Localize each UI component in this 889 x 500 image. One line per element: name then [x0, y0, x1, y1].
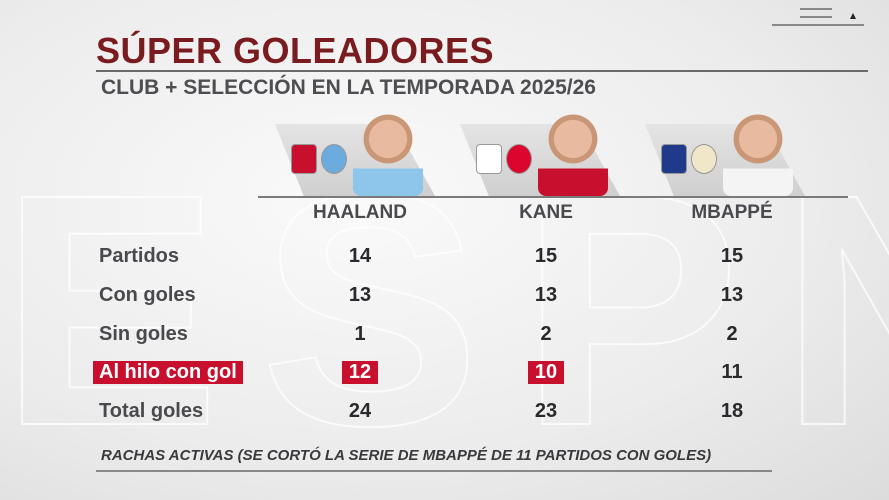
decor-line [800, 8, 832, 10]
stat-value: 2 [726, 323, 738, 345]
player-name: KANE [519, 202, 573, 223]
page-title: SÚPER GOLEADORES [96, 30, 495, 71]
page-subtitle: CLUB + SELECCIÓN EN LA TEMPORADA 2025/26 [101, 76, 596, 99]
stat-value: 14 [348, 245, 372, 267]
stat-value: 2 [540, 323, 552, 345]
stat-value: 13 [720, 284, 744, 306]
stat-value: 13 [534, 284, 558, 306]
footnote: RACHAS ACTIVAS (SE CORTÓ LA SERIE DE MBA… [101, 447, 712, 464]
player-card [460, 104, 630, 196]
row-label: Con goles [99, 284, 196, 306]
stat-value: 12 [342, 361, 378, 384]
stat-value: 11 [721, 361, 743, 383]
player-name: MBAPPÉ [691, 202, 773, 223]
stat-value: 23 [534, 400, 558, 422]
player-photo [353, 104, 423, 196]
real-madrid-crest-icon [691, 144, 717, 174]
stat-value: 13 [348, 284, 372, 306]
stat-value: 1 [354, 323, 366, 345]
manchester-city-crest-icon [321, 144, 347, 174]
england-crest-icon [476, 144, 502, 174]
stat-value: 15 [534, 245, 558, 267]
bayern-munich-crest-icon [506, 144, 532, 174]
decor-line [800, 16, 832, 18]
player-card [275, 104, 445, 196]
player-card [645, 104, 815, 196]
decor-line [772, 24, 864, 26]
triangle-icon [850, 13, 856, 19]
divider [96, 70, 868, 72]
divider [96, 470, 772, 472]
player-photo [723, 104, 793, 196]
stat-value: 24 [348, 400, 372, 422]
stat-value: 10 [528, 361, 564, 384]
row-label: Partidos [99, 245, 180, 267]
row-label: Al hilo con gol [93, 361, 243, 384]
player-name: HAALAND [313, 202, 407, 223]
row-label: Sin goles [99, 323, 188, 345]
divider [258, 196, 848, 198]
stat-value: 15 [720, 245, 744, 267]
player-photo [538, 104, 608, 196]
stat-value: 18 [720, 400, 744, 422]
row-label: Total goles [99, 400, 204, 422]
france-crest-icon [661, 144, 687, 174]
norway-crest-icon [291, 144, 317, 174]
